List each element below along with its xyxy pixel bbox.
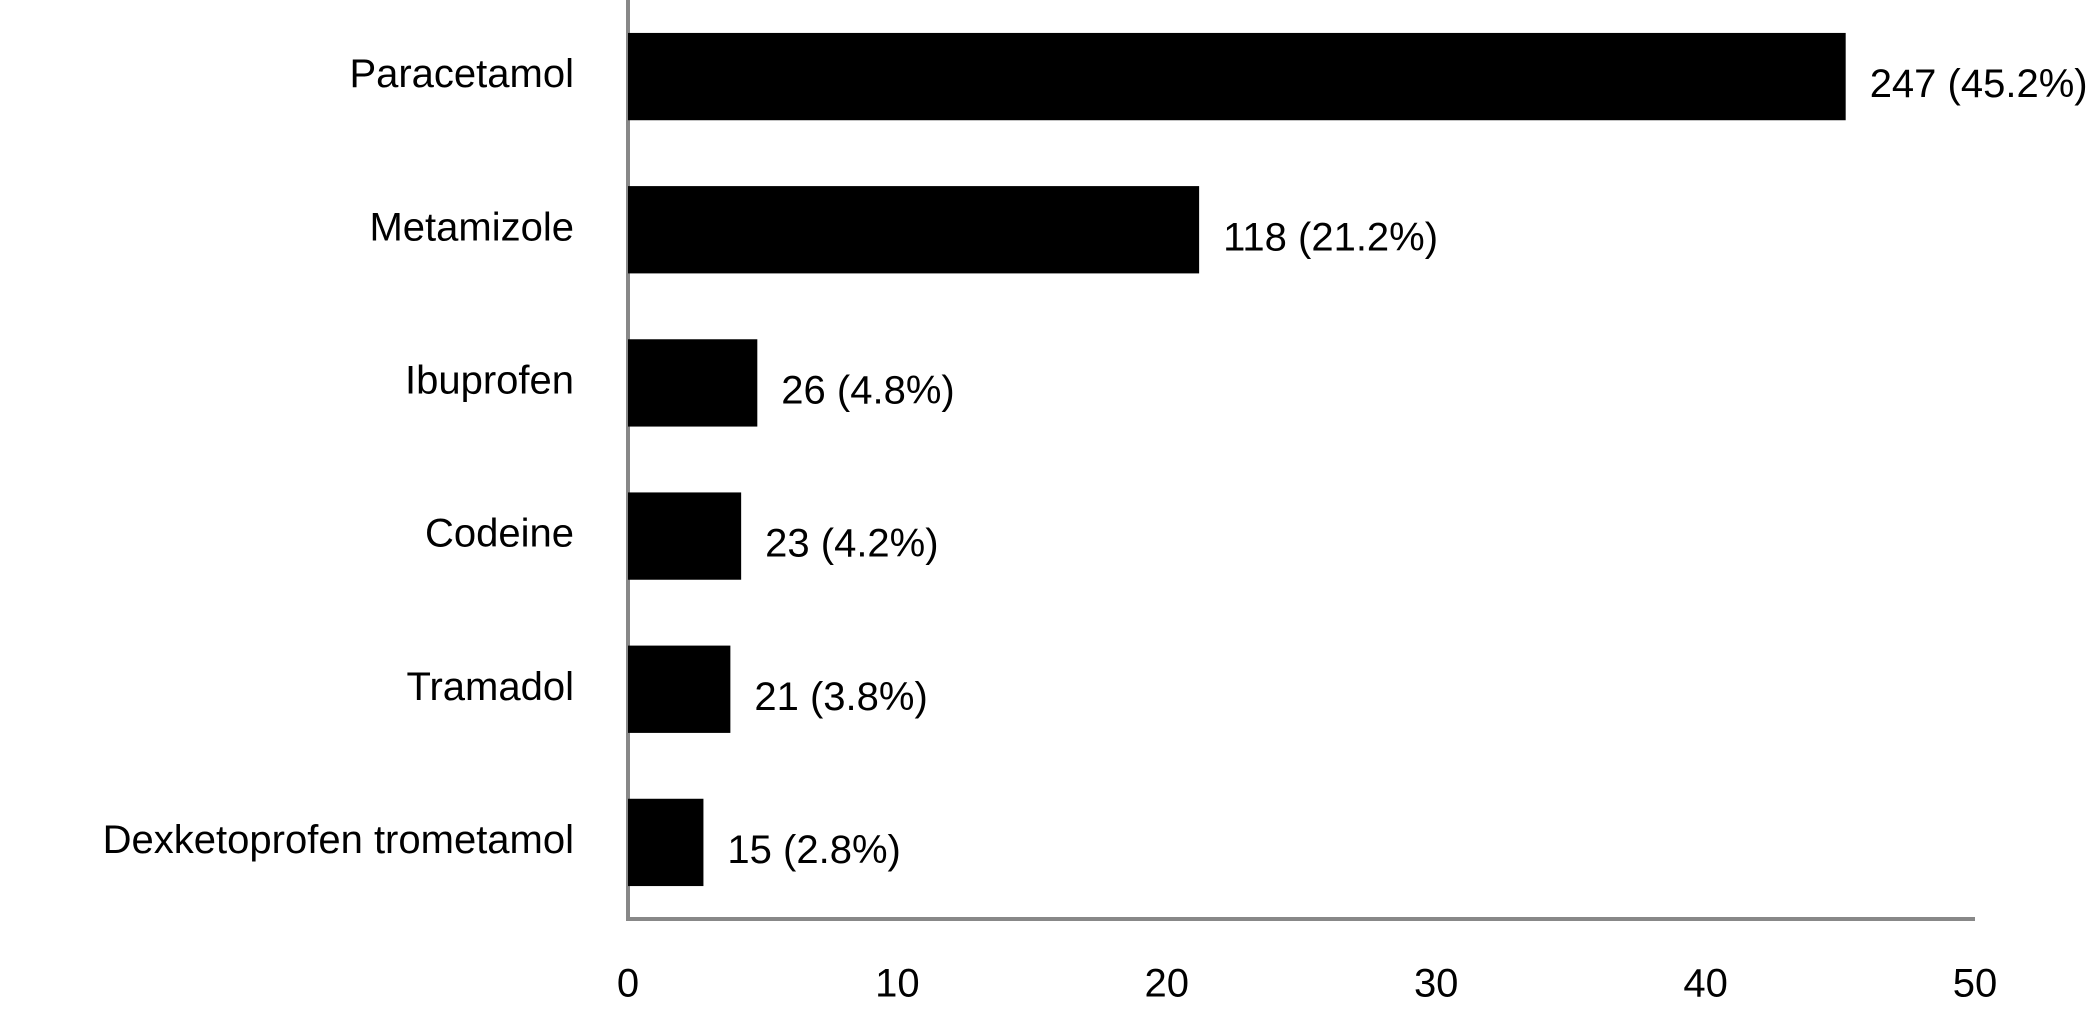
y-tick-label: Codeine xyxy=(425,512,574,556)
bar xyxy=(628,798,704,887)
y-tick-label: Tramadol xyxy=(407,665,574,709)
bar xyxy=(628,645,731,733)
bar xyxy=(628,32,1846,121)
y-tick-label: Dexketoprofen trometamol xyxy=(103,818,574,862)
y-tick-label: Ibuprofen xyxy=(405,358,574,402)
value-label: 118 (21.2%) xyxy=(1223,215,1438,259)
value-label: 23 (4.2%) xyxy=(765,522,938,566)
x-tick-label: 30 xyxy=(1414,962,1459,1006)
x-tick-label: 50 xyxy=(1953,962,1998,1006)
x-tick-label: 40 xyxy=(1683,962,1728,1006)
value-label: 21 (3.8%) xyxy=(754,675,927,719)
y-tick-label: Metamizole xyxy=(369,205,574,249)
y-tick-label: Paracetamol xyxy=(349,52,574,96)
bar xyxy=(628,339,758,427)
x-tick-label: 20 xyxy=(1145,962,1190,1006)
value-label: 247 (45.2%) xyxy=(1870,62,2088,106)
bar xyxy=(628,186,1200,274)
value-label: 26 (4.8%) xyxy=(781,368,954,412)
bar xyxy=(628,492,742,580)
value-label: 15 (2.8%) xyxy=(727,828,900,872)
x-tick-label: 0 xyxy=(617,962,639,1006)
x-tick-label: 10 xyxy=(875,962,920,1006)
